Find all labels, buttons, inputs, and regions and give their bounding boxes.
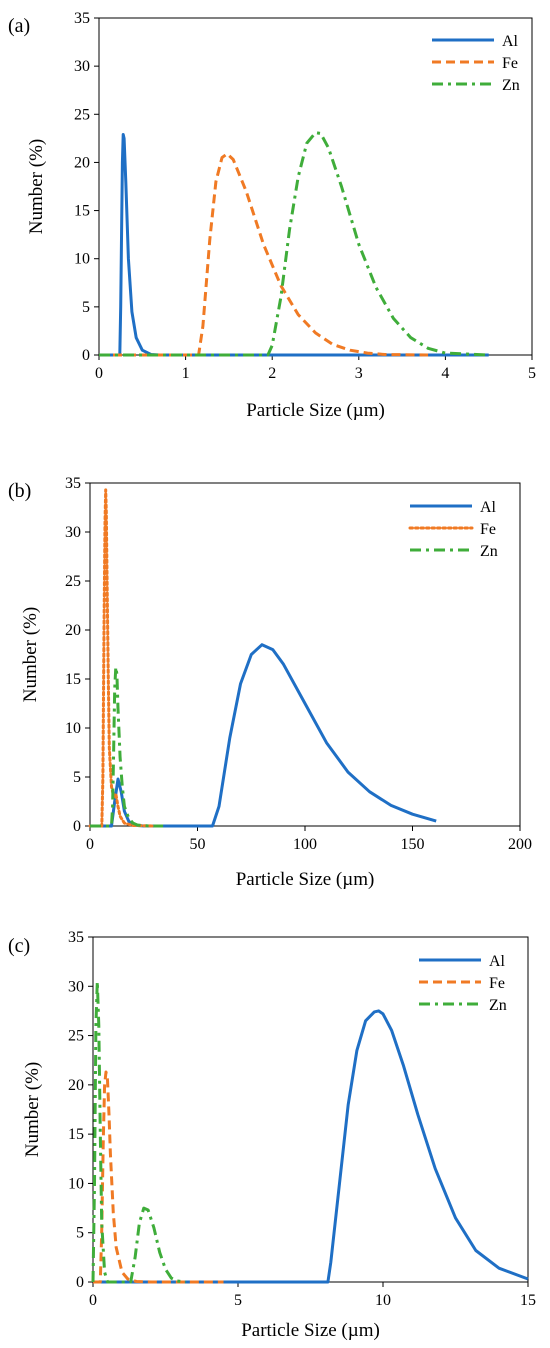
x-tick-label: 10	[375, 1292, 391, 1309]
series-line-fe	[99, 152, 429, 357]
series-line-fe	[93, 1070, 224, 1284]
legend-label-zn: Zn	[489, 997, 507, 1014]
legend: Al Fe Zn	[419, 953, 507, 1014]
y-tick-label: 35	[68, 929, 84, 946]
panel-label: (b)	[8, 480, 31, 502]
series-line-fe	[88, 488, 156, 828]
y-tick-label: 20	[65, 622, 81, 639]
y-tick-label: 15	[65, 671, 81, 688]
panel-label: (a)	[8, 15, 30, 37]
y-tick-label: 5	[76, 1225, 84, 1242]
legend-label-fe: Fe	[489, 975, 505, 992]
y-axis-label: Number (%)	[20, 607, 41, 703]
legend-label-al: Al	[489, 953, 506, 970]
series-line-zn	[99, 131, 489, 357]
x-tick-label: 2	[268, 365, 276, 382]
panel-label: (c)	[8, 935, 30, 957]
legend-label-zn: Zn	[502, 77, 520, 94]
series-line-zn	[90, 665, 164, 828]
x-tick-label: 4	[441, 365, 449, 382]
x-tick-label: 0	[89, 1292, 97, 1309]
y-tick-label: 30	[68, 978, 84, 995]
x-tick-label: 150	[401, 836, 425, 853]
y-tick-label: 25	[65, 573, 81, 590]
x-tick-label: 50	[190, 836, 206, 853]
legend: Al Fe Zn	[408, 499, 498, 560]
x-tick-label: 5	[234, 1292, 242, 1309]
chart-panel-a: 0 5 10 15 20 25 30 35 0 1 2 3 4 5 Particle Size (µm) Nu…	[8, 10, 536, 421]
y-axis-label: Number (%)	[22, 1062, 43, 1158]
chart-panel-c: 0 5 10 15 20 25 30 35 0 5 10 15 Particle Size (µm) Nu…	[8, 929, 536, 1341]
chart-panel-b: 0 5 10 15 20 25 30 35 0 50 100 150 200 Particle Size …	[8, 475, 532, 890]
x-tick-label: 100	[293, 836, 317, 853]
x-axis-label: Particle Size (µm)	[241, 1320, 380, 1341]
y-tick-label: 0	[73, 818, 81, 835]
y-tick-label: 30	[74, 58, 90, 75]
series-line-al	[93, 1009, 529, 1284]
y-tick-label: 0	[76, 1274, 84, 1291]
y-tick-label: 10	[65, 720, 81, 737]
series-line-al	[99, 133, 489, 357]
x-tick-label: 3	[355, 365, 363, 382]
y-tick-label: 25	[68, 1028, 84, 1045]
y-tick-label: 35	[74, 10, 90, 27]
y-tick-label: 10	[68, 1175, 84, 1192]
y-tick-label: 5	[73, 769, 81, 786]
legend-label-zn: Zn	[480, 543, 498, 560]
y-tick-label: 30	[65, 524, 81, 541]
y-tick-label: 15	[74, 203, 90, 220]
x-tick-label: 5	[528, 365, 536, 382]
legend-label-al: Al	[480, 499, 497, 516]
x-tick-label: 15	[520, 1292, 536, 1309]
series-line-zn	[91, 979, 186, 1284]
legend-label-al: Al	[502, 33, 519, 50]
y-tick-label: 15	[68, 1126, 84, 1143]
x-axis-label: Particle Size (µm)	[246, 400, 385, 421]
legend-label-fe: Fe	[480, 521, 496, 538]
x-tick-label: 0	[95, 365, 103, 382]
plot-frame	[98, 17, 533, 356]
plot-frame	[89, 482, 521, 827]
legend-label-fe: Fe	[502, 55, 518, 72]
y-axis-label: Number (%)	[26, 139, 47, 235]
y-tick-label: 10	[74, 251, 90, 268]
x-tick-label: 1	[182, 365, 190, 382]
x-tick-label: 0	[86, 836, 94, 853]
x-axis-label: Particle Size (µm)	[236, 869, 375, 890]
y-tick-label: 5	[82, 299, 90, 316]
y-tick-label: 35	[65, 475, 81, 492]
y-tick-label: 25	[74, 106, 90, 123]
x-tick-label: 200	[508, 836, 532, 853]
y-tick-label: 20	[74, 154, 90, 171]
series-line-al	[90, 643, 437, 828]
y-tick-label: 0	[82, 347, 90, 364]
y-tick-label: 20	[68, 1077, 84, 1094]
legend: Al Fe Zn	[432, 33, 520, 94]
